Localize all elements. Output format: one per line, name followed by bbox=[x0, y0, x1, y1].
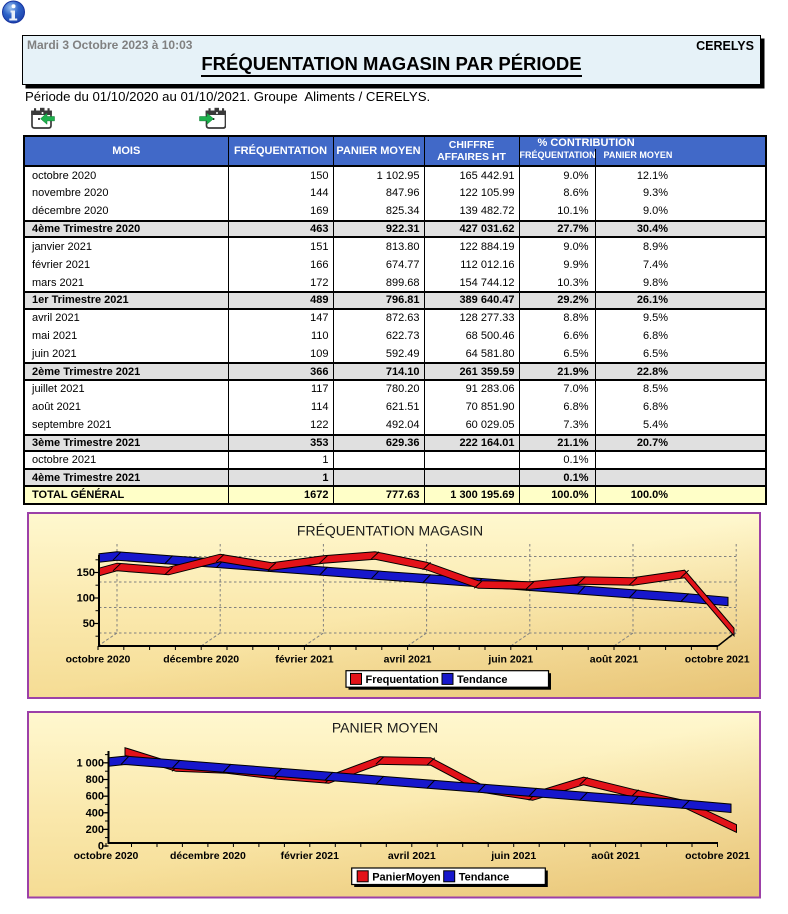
svg-text:150: 150 bbox=[77, 567, 95, 579]
svg-text:Tendance: Tendance bbox=[459, 871, 510, 883]
svg-text:Frequentation: Frequentation bbox=[366, 674, 440, 686]
svg-text:1 000: 1 000 bbox=[76, 757, 104, 769]
svg-text:décembre 2020: décembre 2020 bbox=[170, 850, 246, 862]
svg-text:50: 50 bbox=[83, 618, 95, 630]
svg-text:avril 2021: avril 2021 bbox=[384, 654, 432, 666]
svg-text:octobre 2020: octobre 2020 bbox=[66, 654, 131, 666]
svg-text:FRÉQUENTATION MAGASIN: FRÉQUENTATION MAGASIN bbox=[297, 523, 483, 539]
svg-text:PanierMoyen: PanierMoyen bbox=[372, 871, 441, 883]
svg-text:août 2021: août 2021 bbox=[591, 850, 640, 862]
svg-text:février 2021: février 2021 bbox=[275, 654, 334, 666]
svg-text:Tendance: Tendance bbox=[457, 674, 508, 686]
svg-text:février 2021: février 2021 bbox=[281, 850, 340, 862]
svg-text:avril 2021: avril 2021 bbox=[388, 850, 436, 862]
svg-text:octobre 2020: octobre 2020 bbox=[74, 850, 139, 862]
svg-text:août 2021: août 2021 bbox=[590, 654, 639, 666]
svg-text:octobre 2021: octobre 2021 bbox=[685, 850, 750, 862]
svg-text:200: 200 bbox=[86, 824, 104, 836]
svg-text:100: 100 bbox=[77, 593, 95, 605]
svg-text:octobre 2021: octobre 2021 bbox=[685, 654, 750, 666]
svg-text:décembre 2020: décembre 2020 bbox=[163, 654, 239, 666]
svg-text:600: 600 bbox=[86, 791, 104, 803]
svg-text:0: 0 bbox=[98, 841, 104, 853]
svg-text:juin 2021: juin 2021 bbox=[490, 850, 536, 862]
svg-text:PANIER MOYEN: PANIER MOYEN bbox=[332, 720, 438, 736]
svg-text:juin 2021: juin 2021 bbox=[487, 654, 533, 666]
svg-text:400: 400 bbox=[86, 807, 104, 819]
svg-text:800: 800 bbox=[86, 774, 104, 786]
